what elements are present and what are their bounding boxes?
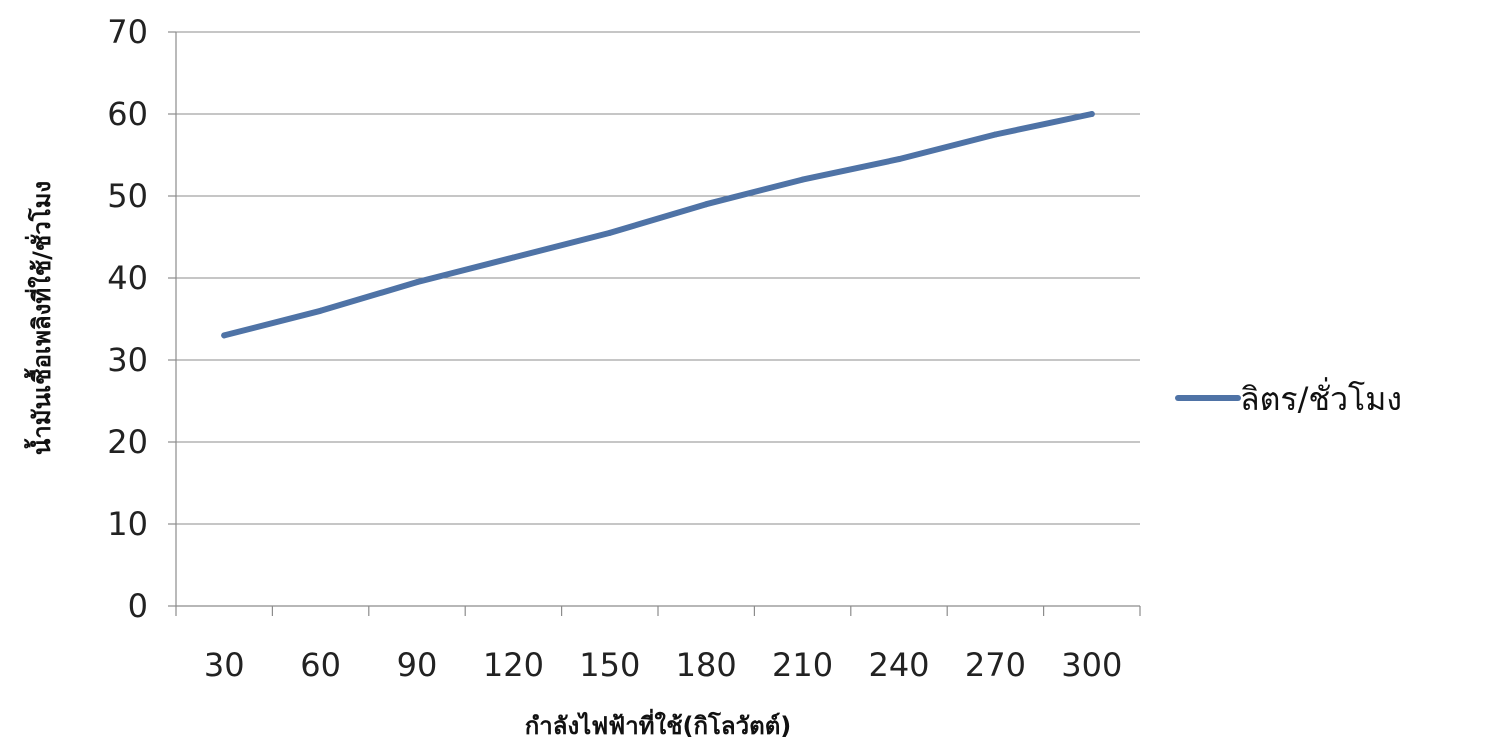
- y-tick-label: 60: [107, 95, 148, 133]
- data-point: [510, 254, 517, 261]
- x-tick-label: 240: [868, 646, 929, 684]
- x-tick-label: 270: [965, 646, 1026, 684]
- data-point: [1088, 111, 1095, 117]
- x-tick-label: 120: [483, 646, 544, 684]
- gridlines: [176, 31, 1140, 525]
- y-tick-label: 40: [107, 259, 148, 297]
- y-axis-title: น้ำมันเชื้อเพลิงที่ใช้/ชั่วโมง: [23, 181, 56, 455]
- x-tick-label: 180: [676, 646, 737, 684]
- x-tick-label: 60: [300, 646, 341, 684]
- legend-label: ลิตร/ชั่วโมง: [1240, 377, 1402, 418]
- y-tick-label: 70: [107, 13, 148, 51]
- data-point: [703, 201, 710, 208]
- data-point: [414, 279, 420, 286]
- y-tick-label: 30: [107, 341, 148, 379]
- x-tick-label: 150: [579, 646, 640, 684]
- series-line: [221, 111, 1095, 339]
- data-point: [799, 176, 806, 183]
- y-tick-labels: 0 10 20 30 40 50 60 70: [107, 13, 148, 625]
- axes: [168, 31, 1141, 616]
- legend: ลิตร/ชั่วโมง: [1175, 377, 1402, 418]
- y-tick-label: 50: [107, 177, 148, 215]
- data-point: [221, 332, 228, 339]
- y-tick-label: 10: [107, 505, 148, 543]
- x-tick-label: 90: [397, 646, 438, 684]
- y-tick-label: 0: [128, 587, 148, 625]
- x-axis-title: กำลังไฟฟ้าที่ใช้(กิโลวัตต์): [525, 708, 792, 740]
- x-tick-labels: 30 60 90 120 150 180 210 240 270 300: [204, 646, 1122, 684]
- data-point: [992, 131, 999, 138]
- series: [221, 111, 1095, 339]
- x-tick-label: 30: [204, 646, 245, 684]
- y-tick-label: 20: [107, 423, 148, 461]
- data-point: [317, 307, 324, 314]
- x-tick-label: 210: [772, 646, 833, 684]
- x-tick-label: 300: [1061, 646, 1122, 684]
- data-point: [606, 229, 613, 236]
- data-point: [896, 156, 902, 163]
